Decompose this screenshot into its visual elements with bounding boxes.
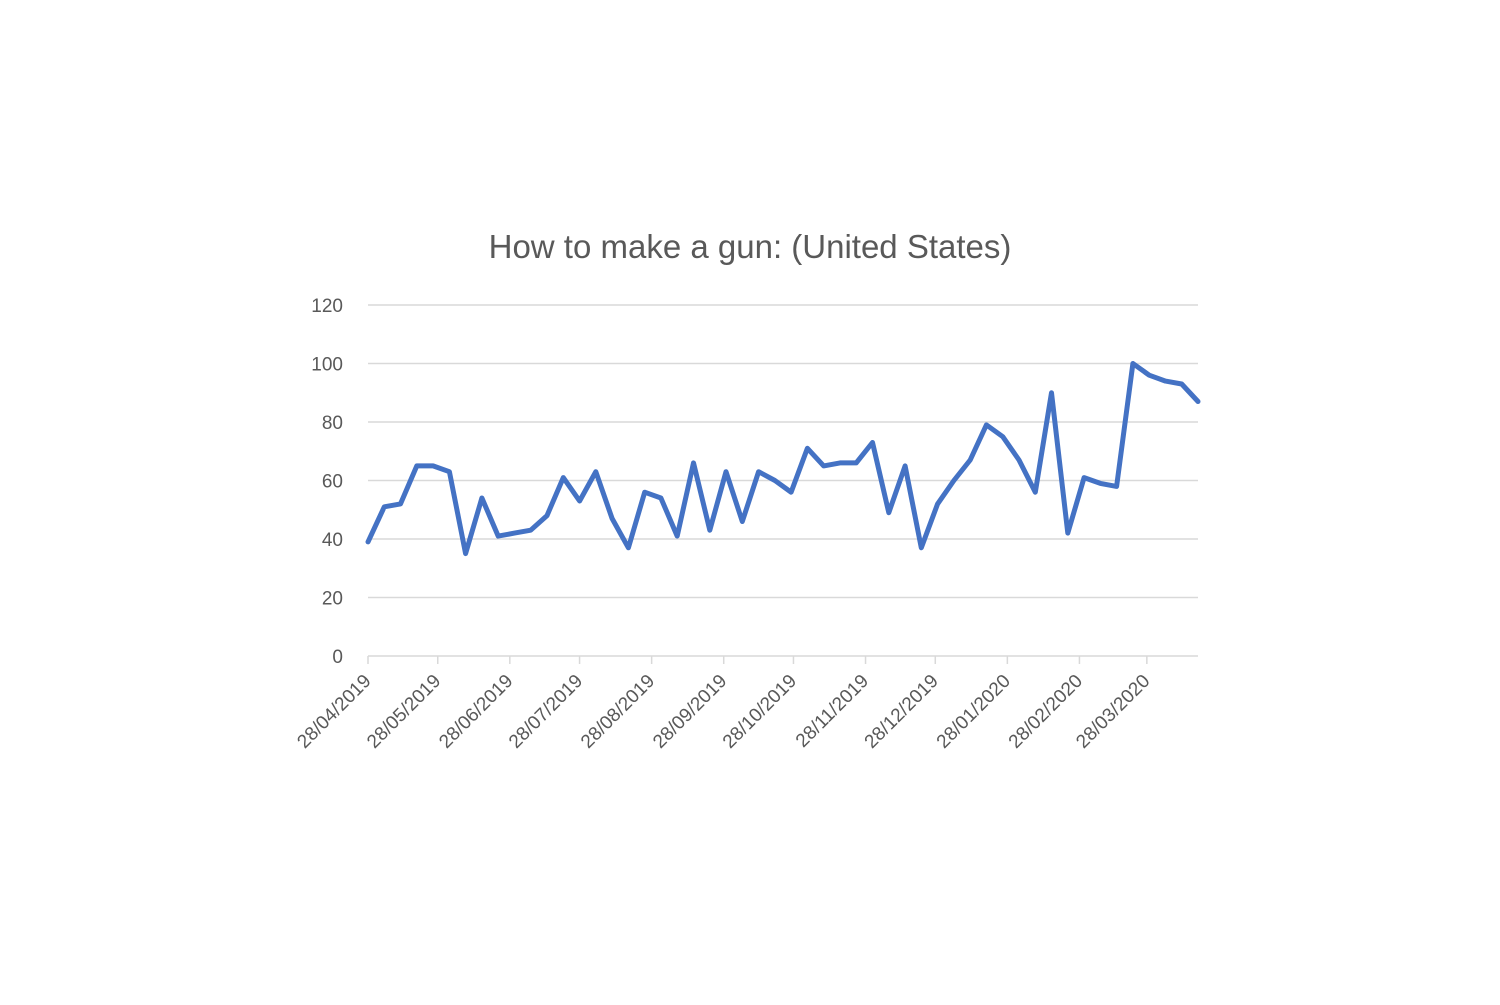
y-tick-label: 20 [322,589,343,610]
x-tick-label: 28/05/2019 [363,671,445,753]
x-tick-label: 28/12/2019 [861,671,943,753]
x-tick-label: 28/01/2020 [933,671,1015,753]
series-layer [365,361,1201,557]
axes: 0 20 40 60 80 100 120 28/04/201928/05/201928/06… [293,296,1198,753]
x-tick-label: 28/10/2019 [719,671,801,753]
series-line [365,361,1201,557]
y-tick-label: 0 [332,647,343,668]
x-tick-label: 28/06/2019 [435,671,517,753]
y-tick-label: 120 [311,296,343,317]
x-tick-label: 28/08/2019 [577,671,659,753]
x-tick-label: 28/11/2019 [792,671,873,752]
gridlines [368,304,1198,599]
x-tick-label: 28/07/2019 [505,671,587,753]
x-tick-label: 28/04/2019 [293,671,375,753]
x-tick-label: 28/09/2019 [649,671,731,753]
chart-title: How to make a gun: (United States) [489,228,1012,265]
y-tick-label: 60 [322,472,343,493]
x-tick-label: 28/03/2020 [1072,671,1154,753]
y-tick-label: 40 [322,530,343,551]
y-tick-label: 100 [311,355,343,376]
y-tick-label: 80 [322,413,343,434]
